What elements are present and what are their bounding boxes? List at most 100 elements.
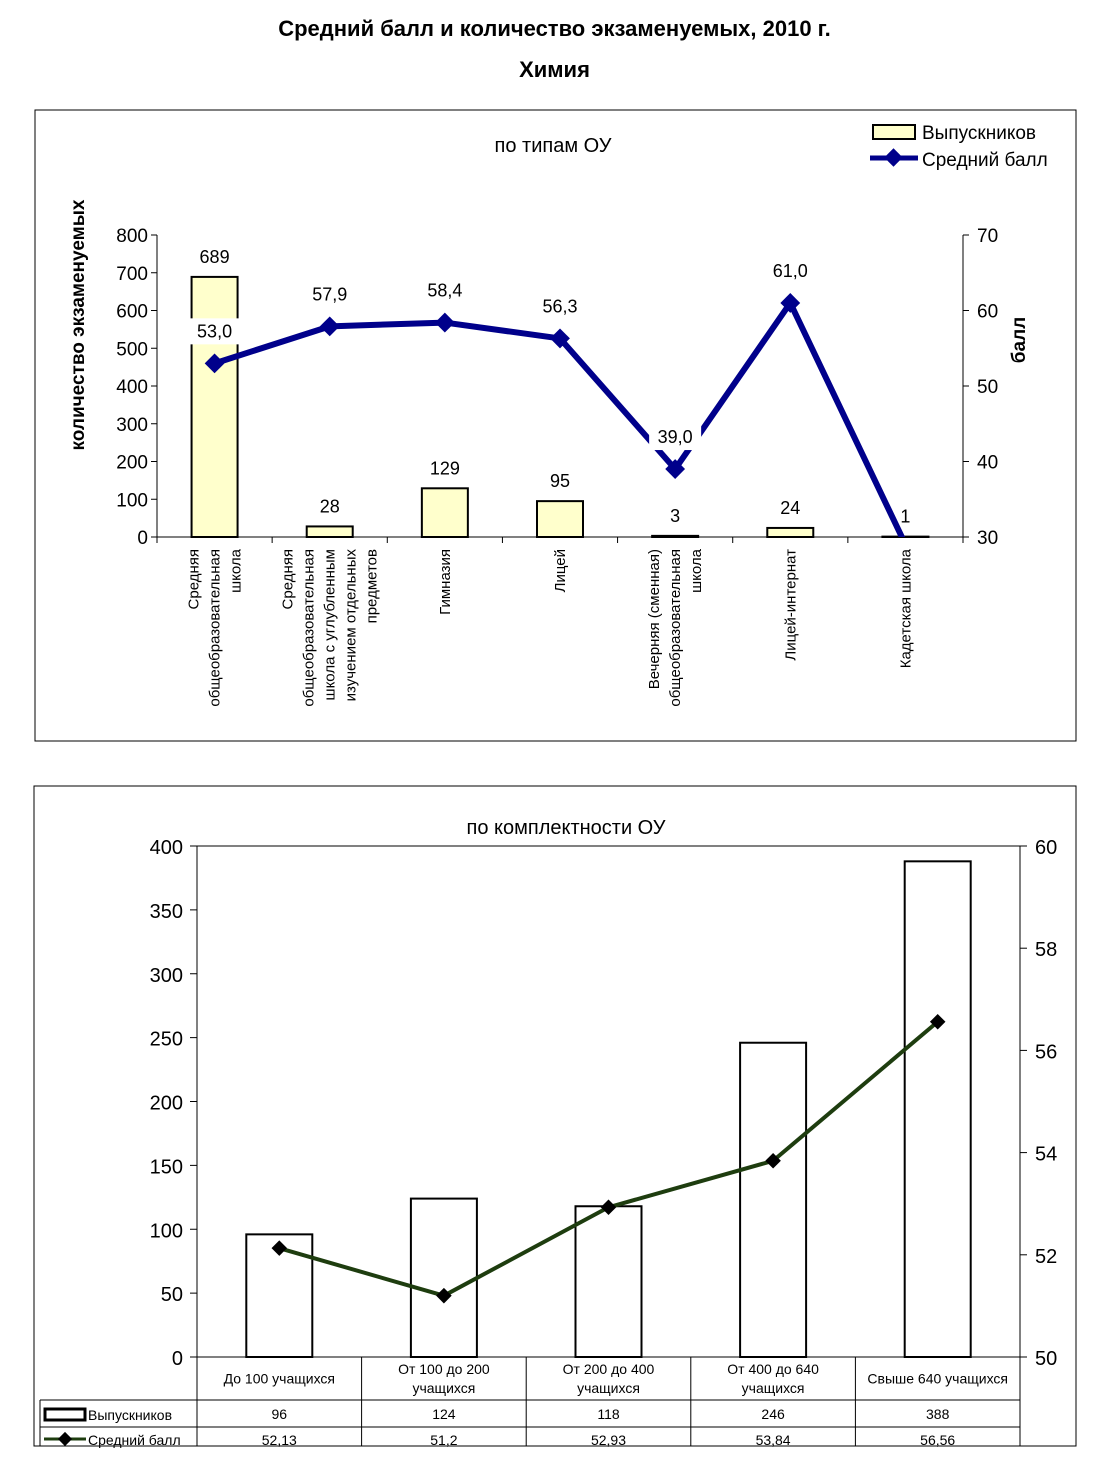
- line-label-bg: [418, 277, 471, 304]
- x-category-label-line: общеобразовательная: [207, 549, 224, 707]
- legend-label-graduates: Выпускников: [922, 123, 1036, 144]
- y-tick-label-right: 58: [1035, 939, 1057, 961]
- bar-graduates: [766, 526, 815, 539]
- y-tick-label-right: 52: [1035, 1246, 1057, 1268]
- line-point-marker: [434, 312, 455, 333]
- y-tick-label-left: 150: [150, 1156, 183, 1178]
- line-point-marker: [780, 293, 801, 313]
- bar-graduates: [739, 1041, 808, 1358]
- table-value-graduates: 96: [272, 1406, 288, 1422]
- x-category-label-line: учащихся: [742, 1380, 805, 1396]
- y-axis-title-left: количество экзаменуемых: [68, 199, 89, 450]
- bar-value-label: 28: [320, 496, 340, 516]
- x-category-label: Средняя общеобразовательная школа: [186, 548, 245, 706]
- y-tick-label-left: 0: [172, 1348, 183, 1370]
- x-category-label-line: предметов: [364, 549, 381, 623]
- table-value-score: 56,56: [920, 1432, 955, 1448]
- y-tick-label-left: 100: [116, 490, 148, 511]
- bar-value-label: 95: [550, 471, 570, 491]
- line-value-label: 53,0: [197, 321, 232, 341]
- line-point-marker: [319, 316, 340, 337]
- x-category-label-line: Свыше 640 учащихся: [867, 1371, 1008, 1387]
- line-value-label: 58,4: [427, 281, 462, 301]
- x-category-label-line: изучением отдельных: [343, 549, 360, 702]
- y-tick-label-left: 500: [116, 339, 148, 360]
- bar-graduates: [190, 275, 239, 538]
- x-category-label: Лицей: [552, 549, 569, 592]
- x-category-label-line: От 100 до 200: [398, 1361, 490, 1377]
- x-category-label-line: Вечерняя (сменная): [646, 549, 663, 689]
- y-tick-label-right: 70: [977, 226, 998, 247]
- y-axis-title-right: балл: [1009, 317, 1030, 363]
- x-category-label: Средняя общеобразовательная школа с углубл…: [280, 549, 381, 707]
- x-category-label-line: общеобразовательная: [301, 549, 318, 707]
- x-category-label-line: учащихся: [412, 1380, 475, 1396]
- y-tick-label-left: 350: [150, 901, 183, 923]
- y-tick-label-left: 200: [116, 453, 148, 474]
- y-tick-label-left: 300: [116, 415, 148, 436]
- y-tick-label-left: 100: [150, 1220, 183, 1242]
- x-category-label: Свыше 640 учащихся: [867, 1371, 1008, 1387]
- y-tick-label-right: 30: [977, 528, 998, 549]
- line-label-bg: [534, 293, 586, 320]
- x-category-label: Вечерняя (сменная) общеобразовательная шко…: [646, 548, 705, 706]
- y-tick-label-right: 60: [977, 302, 998, 323]
- page-title: Средний балл и количество экзаменуемых, …: [278, 16, 831, 41]
- x-category-label-line: школа: [688, 548, 705, 593]
- table-value-graduates: 124: [432, 1406, 456, 1422]
- y-tick-label-right: 56: [1035, 1041, 1057, 1063]
- x-category-label-line: До 100 учащихся: [224, 1371, 335, 1387]
- line-label-bg: [764, 257, 817, 284]
- y-tick-label-left: 600: [116, 302, 148, 323]
- table-value-score: 52,13: [262, 1432, 297, 1448]
- legend-swatch-score-marker: [57, 1431, 73, 1447]
- x-category-label: Гимназия: [437, 549, 454, 615]
- x-category-label: До 100 учащихся: [224, 1371, 335, 1387]
- table-value-graduates: 246: [761, 1406, 785, 1422]
- y-tick-label-left: 300: [150, 965, 183, 987]
- line-point-marker: [665, 459, 686, 479]
- line-point-marker: [765, 1152, 781, 1169]
- x-category-label: От 100 до 200 учащихся: [398, 1361, 490, 1396]
- line-label-bg: [649, 424, 702, 451]
- y-tick-label-left: 400: [150, 837, 183, 859]
- legend-swatch-graduates: [43, 1407, 87, 1422]
- line-point-marker: [204, 353, 225, 374]
- bar-value-label: 24: [780, 498, 800, 518]
- y-tick-label-right: 50: [977, 377, 998, 398]
- legend-label-graduates: Выпускников: [88, 1407, 172, 1423]
- x-category-label-line: школа с углубленным: [322, 549, 339, 700]
- line-value-label: 57,9: [312, 284, 347, 304]
- bar-graduates: [574, 1205, 643, 1358]
- chart-by-school-type: по типам ОУ 0 100 200 300 400 500 600 700 800 30 40…: [34, 109, 1077, 742]
- y-tick-label-left: 400: [116, 377, 148, 398]
- bar-value-label: 689: [200, 247, 230, 267]
- y-tick-label-left: 700: [116, 264, 148, 285]
- line-point-marker: [436, 1287, 452, 1304]
- line-point-marker: [271, 1240, 288, 1256]
- line-point-marker: [600, 1199, 617, 1216]
- x-category-label-line: Кадетская школа: [897, 548, 914, 668]
- y-tick-label-left: 250: [150, 1029, 183, 1051]
- bar-graduates: [903, 860, 972, 1359]
- bar-graduates: [305, 525, 354, 538]
- y-tick-label-left: 0: [137, 528, 148, 549]
- bar-graduates: [536, 500, 584, 539]
- line-label-bg: [303, 281, 356, 308]
- bar-value-label: 3: [670, 506, 680, 526]
- x-category-label-line: Лицей: [552, 549, 569, 592]
- line-point-marker: [550, 328, 570, 349]
- legend-label-score: Средний балл: [922, 150, 1048, 171]
- y-tick-label-right: 50: [1035, 1348, 1057, 1370]
- line-label-bg: [188, 318, 241, 345]
- bar-graduates: [420, 487, 469, 538]
- line-value-label: 39,0: [658, 427, 693, 447]
- x-category-label: От 200 до 400 учащихся: [563, 1361, 655, 1396]
- y-tick-label-right: 40: [977, 453, 998, 474]
- bar-graduates: [409, 1197, 478, 1358]
- table-value-graduates: 388: [926, 1406, 950, 1422]
- x-category-label-line: Гимназия: [437, 549, 454, 615]
- legend-label-score: Средний балл: [88, 1432, 181, 1448]
- bar-graduates: [651, 534, 700, 538]
- y-tick-label-left: 200: [150, 1093, 183, 1115]
